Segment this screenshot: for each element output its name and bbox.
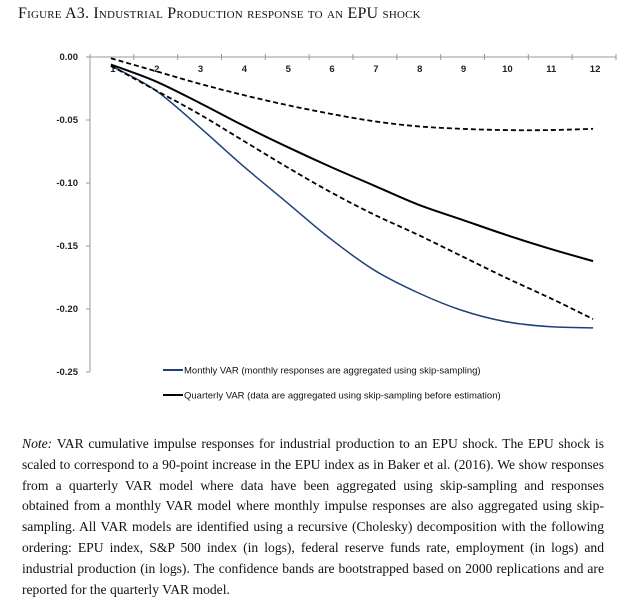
impulse-response-chart: 0.00-0.05-0.10-0.15-0.20-0.251 2 3 4 5 6 7 8 9 10… <box>56 52 617 402</box>
x-tick-label: 7 <box>373 64 378 75</box>
figure-title: Figure A3. Industrial Production respons… <box>18 5 421 22</box>
series-line-upper-band <box>110 57 594 132</box>
x-tick-label: 3 <box>198 64 203 75</box>
series-line-monthly-var <box>110 65 594 329</box>
y-tick-label: -0.10 <box>56 178 78 189</box>
x-tick-label: 1 <box>110 64 116 75</box>
x-tick-label: 10 <box>502 64 513 75</box>
x-tick-label: 12 <box>590 64 601 75</box>
x-tick-label: 11 <box>546 64 557 75</box>
note-label: Note: <box>22 436 53 451</box>
series-line-lower-band <box>110 65 594 320</box>
legend-entry: Quarterly VAR (data are aggregated using… <box>184 391 501 402</box>
x-tick-label: 9 <box>461 64 466 75</box>
note-text: VAR cumulative impulse responses for ind… <box>22 436 604 597</box>
y-tick-label: -0.05 <box>56 115 78 126</box>
y-tick-label: -0.25 <box>56 367 78 378</box>
x-tick-label: 4 <box>242 64 248 75</box>
x-tick-label: 5 <box>286 64 292 75</box>
x-tick-label: 6 <box>329 64 334 75</box>
y-tick-label: -0.20 <box>56 304 78 315</box>
x-tick-label: 8 <box>417 64 422 75</box>
series-line-quarterly-var <box>110 63 594 263</box>
y-tick-label: 0.00 <box>60 52 79 63</box>
legend-entry: Monthly VAR (monthly responses are aggre… <box>184 366 481 377</box>
figure-note: Note: VAR cumulative impulse responses f… <box>22 434 604 600</box>
y-tick-label: -0.15 <box>56 241 78 252</box>
x-tick-label: 2 <box>154 64 159 75</box>
